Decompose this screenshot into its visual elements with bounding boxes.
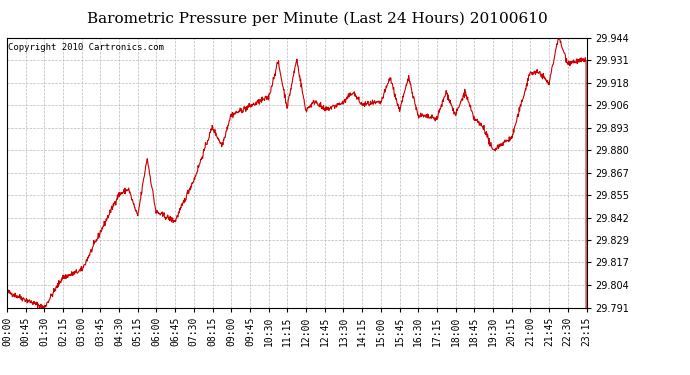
Text: Copyright 2010 Cartronics.com: Copyright 2010 Cartronics.com	[8, 43, 164, 52]
Text: Barometric Pressure per Minute (Last 24 Hours) 20100610: Barometric Pressure per Minute (Last 24 …	[87, 11, 548, 26]
